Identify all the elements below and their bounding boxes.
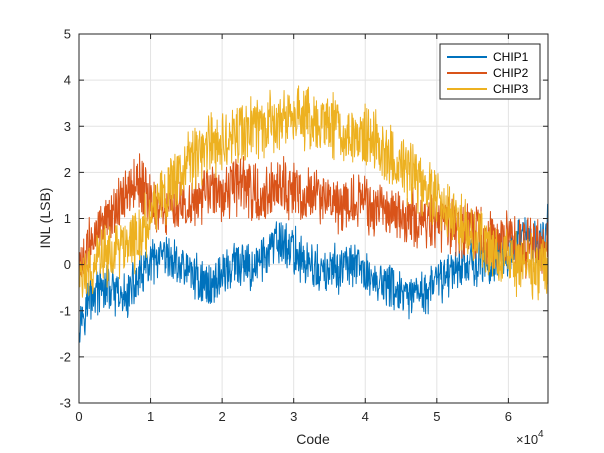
y-tick-label: 3 — [64, 119, 71, 134]
y-axis-title: INL (LSB) — [37, 188, 53, 249]
x-axis-exponent: ×10 4 — [516, 429, 544, 447]
x-tick-label: 0 — [75, 409, 82, 424]
y-tick-label: 0 — [64, 257, 71, 272]
x-exponent-power: 4 — [538, 429, 544, 440]
y-axis-ticks: -3 -2 -1 0 1 2 3 4 5 — [59, 27, 548, 411]
x-tick-label: 5 — [433, 409, 440, 424]
y-tick-label: 1 — [64, 211, 71, 226]
x-tick-label: 3 — [290, 409, 297, 424]
series-layer — [78, 85, 549, 343]
x-tick-label: 1 — [147, 409, 154, 424]
x-axis-title: Code — [296, 431, 330, 447]
x-tick-label: 6 — [505, 409, 512, 424]
series-line-chip1 — [78, 203, 549, 343]
y-tick-label: -1 — [59, 303, 71, 318]
y-tick-label: 2 — [64, 165, 71, 180]
series-line-chip3 — [78, 85, 549, 301]
x-tick-label: 4 — [362, 409, 369, 424]
legend-label-chip1: CHIP1 — [493, 50, 529, 64]
legend-label-chip2: CHIP2 — [493, 66, 529, 80]
legend: CHIP1 CHIP2 CHIP3 — [439, 43, 541, 100]
x-axis-ticks: 0 1 2 3 4 5 6 — [75, 34, 512, 424]
y-tick-label: 5 — [64, 27, 71, 42]
legend-label-chip3: CHIP3 — [493, 82, 529, 96]
y-tick-label: -2 — [59, 349, 71, 364]
y-tick-label: -3 — [59, 396, 71, 411]
x-exponent-base: ×10 — [516, 432, 538, 447]
y-tick-label: 4 — [64, 73, 71, 88]
x-tick-label: 2 — [219, 409, 226, 424]
